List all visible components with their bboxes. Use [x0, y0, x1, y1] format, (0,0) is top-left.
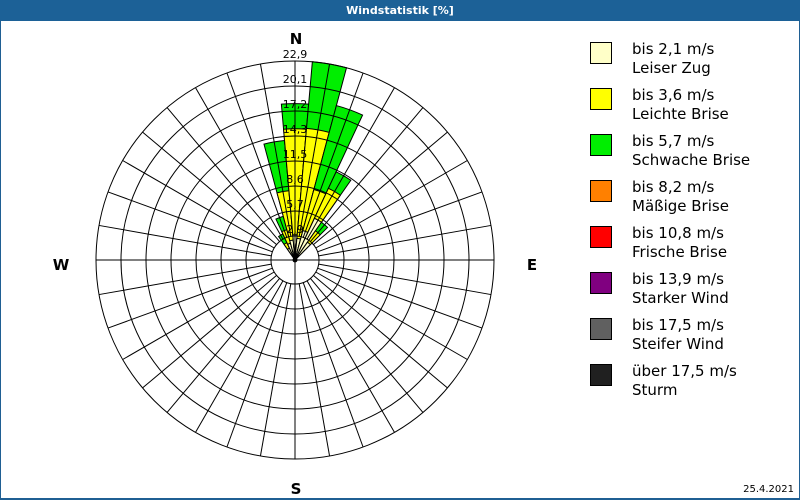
radial-tick-label: 22,9	[283, 48, 308, 61]
legend-swatch	[590, 42, 612, 64]
legend-label: Mäßige Brise	[632, 197, 729, 215]
legend-label: Steifer Wind	[632, 335, 724, 353]
legend-swatch	[590, 226, 612, 248]
legend-label: Frische Brise	[632, 243, 728, 261]
radial-tick-label: 8,6	[286, 173, 304, 186]
wind-rose-grid	[95, 60, 495, 460]
legend-swatch	[590, 134, 612, 156]
radial-tick-label: 5,7	[286, 198, 304, 211]
compass-north: N	[290, 30, 303, 48]
legend-item: bis 2,1 m/s Leiser Zug	[590, 40, 790, 88]
wind-rose-chart: 2,9 5,7 8,6 11,5 14,3 17,2 20,1 22,9 N E S W	[53, 30, 537, 498]
legend-item: bis 17,5 m/s Steifer Wind	[590, 316, 790, 364]
legend-speed: bis 13,9 m/s	[632, 270, 724, 288]
window-title: Windstatistik [%]	[0, 0, 800, 21]
radial-tick-label: 17,2	[283, 98, 308, 111]
wind-sector-bar	[294, 241, 312, 261]
legend-swatch	[590, 272, 612, 294]
legend-item: bis 8,2 m/s Mäßige Brise	[590, 178, 790, 226]
legend-item: bis 13,9 m/s Starker Wind	[590, 270, 790, 318]
legend-swatch	[590, 88, 612, 110]
legend-speed: bis 8,2 m/s	[632, 178, 715, 196]
legend-swatch	[590, 364, 612, 386]
legend-label: Starker Wind	[632, 289, 729, 307]
radial-tick-label: 11,5	[283, 148, 308, 161]
legend-item: bis 10,8 m/s Frische Brise	[590, 224, 790, 272]
legend-speed: bis 3,6 m/s	[632, 86, 715, 104]
compass-east: E	[527, 256, 537, 274]
date-stamp: 25.4.2021	[743, 484, 794, 495]
legend-item: bis 5,7 m/s Schwache Brise	[590, 132, 790, 180]
legend-speed: bis 2,1 m/s	[632, 40, 715, 58]
radial-tick-labels: 2,9 5,7 8,6 11,5 14,3 17,2 20,1 22,9	[283, 48, 308, 236]
legend-label: Leichte Brise	[632, 105, 729, 123]
radial-tick-label: 2,9	[286, 223, 304, 236]
radial-tick-label: 20,1	[283, 73, 308, 86]
compass-west: W	[53, 256, 70, 274]
legend-label: Schwache Brise	[632, 151, 751, 169]
wind-rose-bars	[263, 61, 364, 261]
legend-speed: über 17,5 m/s	[632, 362, 737, 380]
radial-tick-label: 14,3	[283, 123, 308, 136]
legend-item: bis 3,6 m/s Leichte Brise	[590, 86, 790, 134]
legend-label: Leiser Zug	[632, 59, 711, 77]
legend-label: Sturm	[632, 381, 678, 399]
legend-swatch	[590, 180, 612, 202]
legend-speed: bis 10,8 m/s	[632, 224, 724, 242]
legend-speed: bis 17,5 m/s	[632, 316, 724, 334]
legend-speed: bis 5,7 m/s	[632, 132, 715, 150]
compass-south: S	[291, 480, 302, 498]
legend-swatch	[590, 318, 612, 340]
legend-item: über 17,5 m/s Sturm	[590, 362, 790, 410]
